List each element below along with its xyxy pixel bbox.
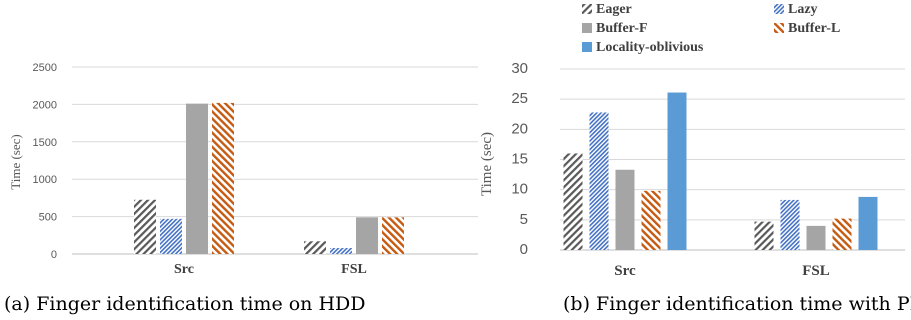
legend-label: Lazy [788, 2, 818, 17]
category-labels: Src FSL [174, 262, 367, 277]
bar-buffer-f-fsl [356, 217, 378, 254]
legend-swatch [582, 23, 592, 33]
legend-item-lazy: Lazy [774, 2, 818, 17]
y-tick-label: 500 [39, 212, 57, 224]
y-tick-label: 5 [520, 211, 528, 228]
bar-buffer-l-src [641, 190, 661, 250]
bar-eager-fsl [304, 241, 326, 254]
x-tick-label: Src [614, 263, 636, 279]
bar-locality-oblivious-src [667, 92, 687, 250]
chart-pm: Time (sec) 0 5 10 15 20 25 30 Src FSL Eager Lazy… [479, 2, 911, 315]
legend-label: Locality-oblivious [596, 40, 704, 55]
legend: Eager Lazy Buffer-F Buffer-L Locality-oblivi… [582, 2, 840, 55]
bar-locality-oblivious-fsl [858, 196, 878, 250]
bar-lazy-fsl [330, 248, 352, 254]
bar-lazy-src [589, 112, 609, 250]
y-tick-label: 15 [511, 151, 528, 168]
legend-item-eager: Eager [582, 2, 632, 17]
y-tick-label: 30 [511, 60, 528, 77]
y-tick-label: 1000 [33, 174, 57, 186]
caption-a: (a) Finger identification time on HDD [4, 293, 365, 315]
y-tick-label: 2000 [33, 99, 57, 111]
x-tick-label: FSL [341, 262, 367, 277]
y-tick-label: 0 [520, 241, 528, 258]
gridlines [560, 68, 905, 251]
legend-label: Buffer-L [788, 21, 840, 36]
bar-buffer-f-fsl [806, 225, 826, 250]
bar-buffer-l-src [212, 102, 234, 255]
y-tick-label: 2500 [33, 62, 57, 74]
legend-item-locality-oblivious: Locality-oblivious [582, 40, 704, 55]
bars [563, 92, 878, 250]
bar-eager-src [134, 199, 156, 254]
bar-eager-fsl [754, 221, 774, 250]
y-tick-label: 1500 [33, 137, 57, 149]
x-tick-label: FSL [802, 263, 830, 279]
y-tick-label: 10 [511, 181, 528, 198]
legend-swatch [774, 4, 784, 14]
x-tick-label: Src [174, 262, 194, 277]
legend-label: Buffer-F [596, 21, 648, 36]
y-tick-label: 25 [511, 90, 528, 107]
bar-lazy-fsl [780, 199, 800, 250]
bar-buffer-l-fsl [382, 217, 404, 254]
bar-buffer-f-src [615, 169, 635, 250]
bar-eager-src [563, 153, 583, 250]
category-labels: Src FSL [614, 263, 829, 279]
legend-label: Eager [596, 2, 632, 17]
y-tick-labels: 0 5 10 15 20 25 30 [511, 60, 528, 258]
bar-buffer-f-src [186, 103, 208, 254]
chart-hdd: Time (sec) 0 500 1000 1500 2000 2500 Src FSL (… [4, 62, 478, 315]
y-axis-label: Time (sec) [479, 132, 495, 196]
bar-buffer-l-fsl [832, 218, 852, 250]
legend-swatch [582, 42, 592, 52]
gridlines [72, 66, 478, 255]
y-tick-label: 20 [511, 120, 528, 137]
caption-b: (b) Finger identification time with PM [563, 293, 911, 315]
legend-item-buffer-l: Buffer-L [774, 21, 840, 36]
y-axis-label: Time (sec) [8, 134, 23, 190]
legend-swatch [582, 4, 592, 14]
y-tick-label: 0 [51, 249, 57, 261]
bars [134, 102, 404, 255]
legend-swatch [774, 23, 784, 33]
legend-item-buffer-f: Buffer-F [582, 21, 648, 36]
bar-lazy-src [160, 218, 182, 254]
y-tick-labels: 0 500 1000 1500 2000 2500 [33, 62, 57, 261]
